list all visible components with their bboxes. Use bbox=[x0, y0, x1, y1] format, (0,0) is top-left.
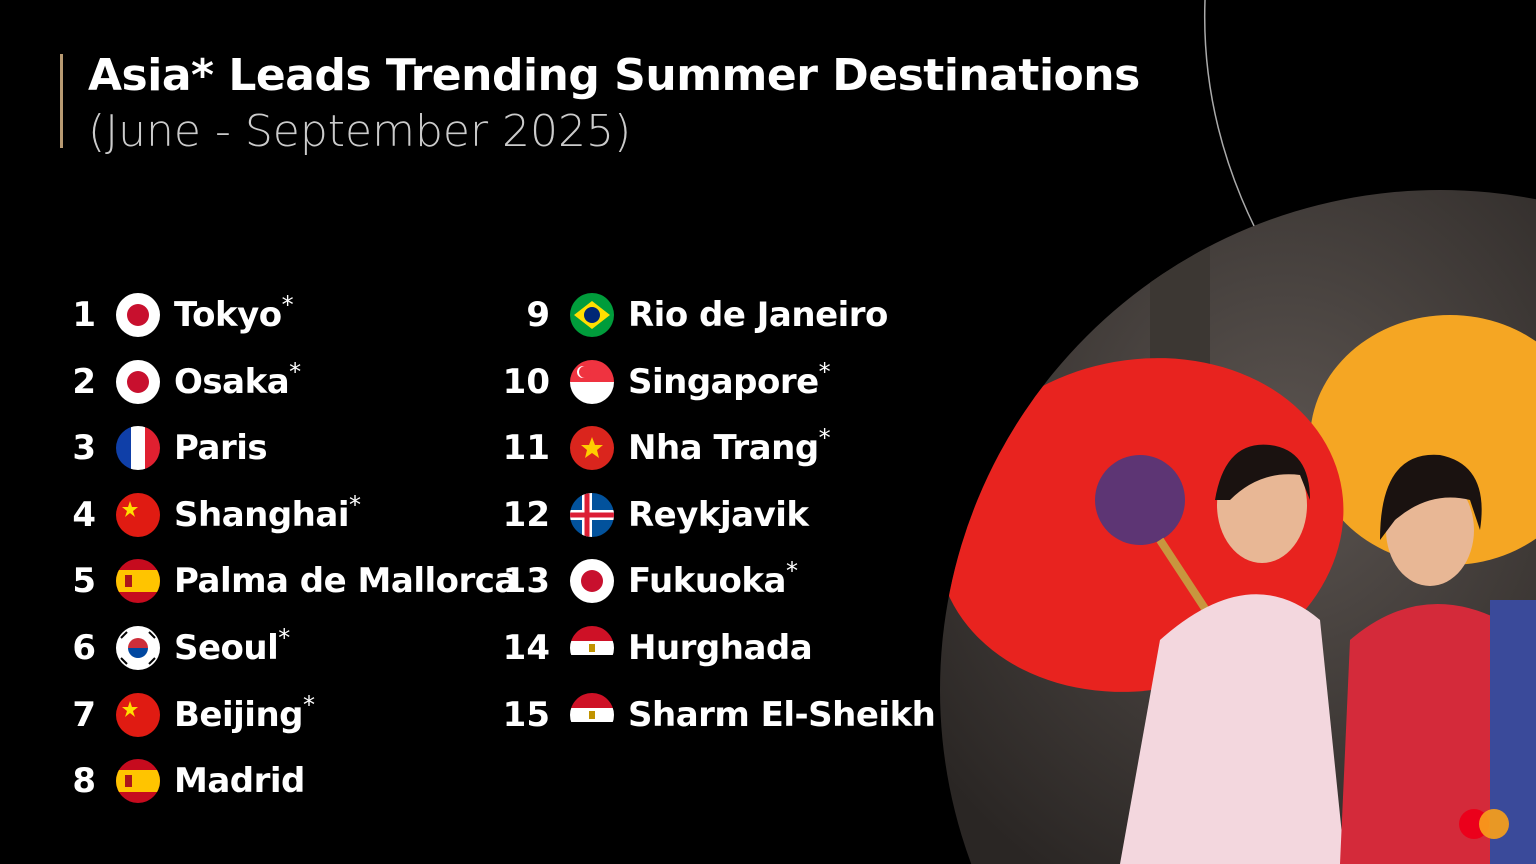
destination-item: 13 Fukuoka* bbox=[490, 556, 798, 606]
destination-item: 1 Tokyo* bbox=[36, 290, 294, 340]
destination-label: Seoul bbox=[174, 628, 279, 668]
destination-name: Singapore* bbox=[628, 358, 831, 402]
flag-spain-icon bbox=[116, 759, 160, 804]
destination-name: Tokyo* bbox=[174, 291, 294, 335]
asia-marker: * bbox=[348, 490, 361, 519]
destination-name: Madrid bbox=[174, 761, 305, 801]
destination-name: Hurghada bbox=[628, 628, 813, 668]
flag-egypt-icon bbox=[570, 692, 614, 737]
destination-name: Rio de Janeiro bbox=[628, 295, 888, 335]
flag-iceland-icon bbox=[570, 492, 614, 537]
destination-label: Sharm El-Sheikh bbox=[628, 694, 936, 735]
asia-marker: * bbox=[302, 690, 315, 719]
rank-number: 13 bbox=[502, 561, 550, 602]
destination-item: 6 Seoul* bbox=[36, 623, 290, 673]
flag-spain-icon bbox=[116, 559, 160, 604]
destination-item: 4 Shanghai* bbox=[36, 490, 361, 540]
rank-number: 2 bbox=[72, 361, 96, 402]
rank-number: 11 bbox=[502, 428, 550, 469]
destination-label: Paris bbox=[174, 428, 268, 469]
flag-china-icon bbox=[116, 492, 160, 537]
destination-item: 11 Nha Trang* bbox=[490, 423, 831, 473]
destination-name: Reykjavik bbox=[628, 495, 809, 535]
asia-marker: * bbox=[785, 557, 798, 586]
destination-item: 7 Beijing* bbox=[36, 690, 315, 740]
destination-item: 3 Paris bbox=[36, 423, 268, 473]
destination-label: Beijing bbox=[174, 694, 303, 735]
rank-number: 6 bbox=[72, 628, 96, 668]
rank-number: 4 bbox=[72, 494, 96, 535]
destination-label: Madrid bbox=[174, 761, 305, 802]
destination-name: Nha Trang* bbox=[628, 424, 831, 469]
destination-item: 9 Rio de Janeiro bbox=[490, 290, 888, 340]
flag-japan-icon bbox=[116, 359, 160, 404]
destination-label: Osaka bbox=[174, 361, 290, 402]
destination-name: Palma de Mallorca bbox=[174, 561, 517, 601]
flag-vietnam-icon bbox=[570, 426, 614, 471]
flag-france-icon bbox=[116, 426, 160, 471]
destination-name: Fukuoka* bbox=[628, 557, 798, 602]
asia-marker: * bbox=[289, 357, 301, 386]
destination-item: 15 Sharm El-Sheikh bbox=[490, 690, 936, 740]
destination-item: 14 Hurghada bbox=[490, 623, 813, 673]
rank-number: 8 bbox=[72, 761, 96, 802]
flag-japan-icon bbox=[570, 559, 614, 604]
flag-singapore-icon bbox=[570, 359, 614, 404]
destination-item: 10 Singapore* bbox=[490, 357, 831, 407]
flag-south-korea-icon bbox=[116, 626, 160, 670]
mastercard-logo-icon bbox=[1459, 809, 1509, 839]
destination-item: 5 Palma de Mallorca bbox=[36, 556, 517, 606]
asia-marker: * bbox=[818, 357, 831, 386]
rank-number: 9 bbox=[526, 295, 550, 335]
flag-japan-icon bbox=[116, 293, 160, 337]
asia-marker: * bbox=[818, 424, 831, 453]
destination-label: Fukuoka bbox=[628, 561, 786, 602]
destination-name: Shanghai* bbox=[174, 491, 361, 535]
rank-number: 15 bbox=[502, 694, 550, 735]
title-accent-bar bbox=[60, 54, 63, 148]
rank-number: 3 bbox=[72, 428, 96, 469]
page-subtitle: (June - September 2025) bbox=[88, 106, 632, 157]
destination-label: Tokyo bbox=[174, 295, 282, 335]
destination-label: Palma de Mallorca bbox=[174, 561, 517, 602]
rank-number: 7 bbox=[72, 694, 96, 735]
destination-label: Shanghai bbox=[174, 494, 349, 535]
rank-number: 10 bbox=[502, 361, 550, 402]
rank-number: 12 bbox=[502, 494, 550, 535]
destination-name: Beijing* bbox=[174, 691, 315, 735]
destination-name: Seoul* bbox=[174, 624, 290, 668]
page-title: Asia* Leads Trending Summer Destinations bbox=[88, 50, 1140, 101]
asia-marker: * bbox=[278, 624, 290, 652]
destination-label: Reykjavik bbox=[628, 494, 809, 535]
destination-name: Paris bbox=[174, 428, 268, 469]
destination-item: 12 Reykjavik bbox=[490, 490, 809, 540]
destination-item: 8 Madrid bbox=[36, 756, 305, 806]
destination-label: Singapore bbox=[628, 361, 819, 402]
destination-label: Hurghada bbox=[628, 628, 813, 668]
destination-name: Sharm El-Sheikh bbox=[628, 694, 936, 735]
destination-label: Rio de Janeiro bbox=[628, 295, 888, 335]
destination-name: Osaka* bbox=[174, 358, 301, 402]
destination-item: 2 Osaka* bbox=[36, 357, 301, 407]
destination-label: Nha Trang bbox=[628, 428, 819, 469]
asia-marker: * bbox=[281, 291, 294, 319]
rank-number: 5 bbox=[72, 561, 96, 602]
rank-number: 1 bbox=[72, 295, 96, 335]
rank-number: 14 bbox=[502, 628, 550, 668]
flag-china-icon bbox=[116, 692, 160, 737]
flag-egypt-icon bbox=[570, 626, 614, 670]
flag-brazil-icon bbox=[570, 293, 614, 337]
